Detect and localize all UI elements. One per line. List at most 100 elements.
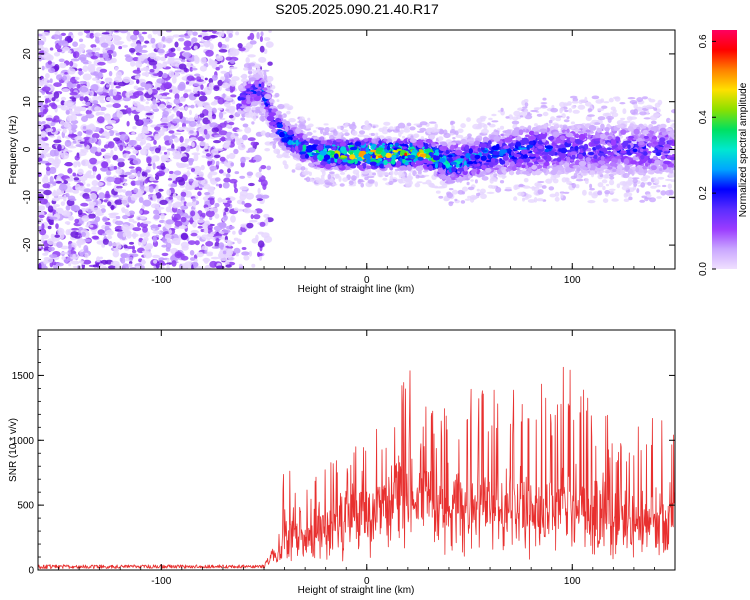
noise-speckle — [132, 158, 141, 165]
noise-speckle — [152, 235, 157, 243]
ridge-halo-speckle — [560, 192, 564, 199]
noise-speckle — [133, 187, 139, 194]
noise-speckle — [101, 161, 109, 168]
noise-speckle — [194, 73, 201, 77]
noise-speckle — [108, 240, 113, 247]
ridge-halo-speckle — [657, 176, 665, 180]
ridge-halo-speckle — [382, 177, 388, 181]
ridge-halo-speckle — [554, 196, 560, 202]
noise-speckle — [153, 94, 163, 98]
noise-speckle — [57, 144, 62, 152]
noise-speckle — [132, 69, 141, 74]
ridge-halo-speckle — [419, 127, 427, 132]
noise-speckle — [250, 214, 254, 220]
ridge-halo-speckle — [383, 121, 391, 126]
ridge-halo-speckle — [488, 117, 493, 121]
noise-speckle — [152, 230, 161, 234]
noise-speckle — [102, 238, 109, 245]
ridge-halo-speckle — [291, 169, 296, 173]
noise-speckle — [256, 31, 260, 40]
ridge-blob — [515, 170, 521, 175]
noise-speckle — [110, 57, 117, 64]
noise-speckle — [172, 132, 182, 136]
ridge-halo-speckle — [307, 117, 311, 122]
noise-speckle — [195, 117, 203, 121]
noise-speckle — [43, 189, 52, 196]
ridge-halo-speckle — [254, 63, 261, 69]
ridge-halo-speckle — [530, 109, 539, 113]
noise-speckle — [193, 93, 200, 97]
ridge-halo-speckle — [647, 181, 652, 186]
noise-speckle — [63, 194, 67, 202]
noise-speckle — [112, 88, 117, 96]
noise-speckle — [108, 265, 117, 269]
noise-speckle — [94, 151, 102, 157]
ridge-halo-speckle — [636, 188, 640, 194]
noise-speckle — [244, 202, 252, 208]
noise-speckle — [195, 85, 202, 91]
ridge-halo-speckle — [329, 171, 335, 175]
noise-speckle — [51, 34, 60, 40]
noise-speckle — [68, 243, 72, 251]
noise-speckle — [171, 76, 177, 84]
noise-speckle — [43, 174, 48, 181]
ridge-halo-speckle — [559, 101, 566, 108]
noise-speckle — [153, 209, 159, 215]
noise-speckle — [85, 101, 91, 106]
noise-speckle — [106, 176, 116, 182]
noise-speckle — [232, 48, 240, 56]
noise-speckle — [109, 214, 117, 219]
noise-speckle — [218, 169, 224, 174]
noise-speckle — [104, 77, 113, 82]
noise-speckle — [190, 232, 198, 237]
noise-speckle — [266, 165, 272, 171]
noise-speckle — [122, 153, 130, 159]
noise-speckle — [180, 232, 188, 240]
noise-speckle — [230, 215, 236, 223]
noise-speckle — [223, 143, 230, 149]
ridge-halo-speckle — [438, 195, 444, 199]
noise-speckle — [125, 107, 132, 114]
noise-speckle — [148, 60, 158, 66]
noise-speckle — [113, 165, 118, 170]
noise-speckle — [50, 233, 55, 239]
noise-speckle — [240, 117, 246, 121]
noise-speckle — [213, 134, 222, 138]
noise-speckle — [223, 101, 231, 108]
ridge-halo-speckle — [650, 120, 657, 125]
noise-speckle — [80, 148, 85, 152]
noise-speckle — [241, 251, 250, 256]
noise-speckle — [63, 180, 68, 185]
noise-speckle — [99, 256, 103, 260]
ridge-halo-speckle — [500, 107, 504, 112]
noise-speckle — [209, 260, 218, 268]
noise-speckle — [206, 253, 213, 257]
ridge-halo-speckle — [519, 115, 524, 118]
ridge-halo-speckle — [523, 99, 529, 103]
noise-speckle — [122, 232, 126, 238]
noise-speckle — [245, 57, 250, 64]
ridge-halo-speckle — [597, 190, 603, 196]
ridge-halo-speckle — [337, 126, 342, 130]
noise-speckle — [225, 197, 231, 201]
ridge-halo-speckle — [277, 103, 285, 110]
ridge-halo-speckle — [667, 183, 672, 189]
noise-speckle — [207, 197, 215, 201]
ridge-halo-speckle — [491, 120, 499, 123]
noise-speckle — [192, 31, 198, 36]
ridge-halo-speckle — [533, 107, 542, 110]
noise-speckle — [88, 201, 97, 206]
noise-speckle — [67, 133, 76, 138]
noise-speckle — [243, 207, 251, 214]
noise-speckle — [77, 31, 84, 36]
ridge-halo-speckle — [352, 169, 360, 175]
noise-speckle — [140, 216, 147, 220]
noise-speckle — [215, 55, 224, 62]
ridge-halo-speckle — [429, 127, 438, 133]
noise-speckle — [96, 174, 101, 180]
noise-speckle — [110, 194, 114, 198]
ridge-halo-speckle — [415, 174, 420, 179]
noise-speckle — [51, 103, 58, 110]
noise-speckle — [77, 168, 84, 176]
ridge-halo-speckle — [570, 121, 576, 125]
